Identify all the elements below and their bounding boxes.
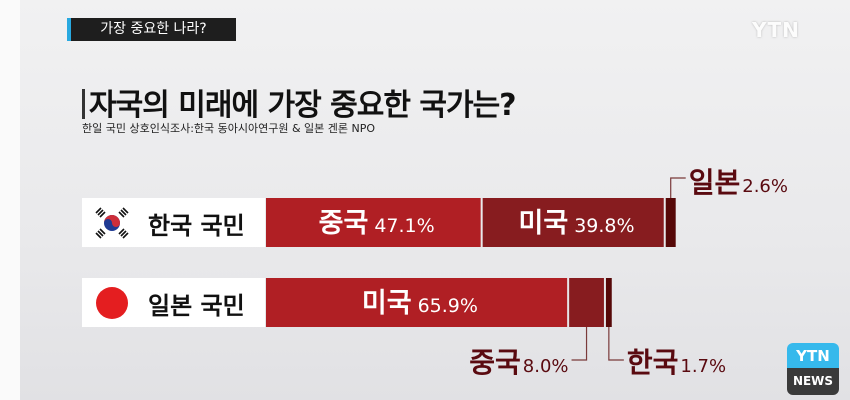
callout-line	[608, 327, 624, 361]
segment-name-label: 미국	[362, 288, 412, 319]
chart-title-text: 자국의 미래에 가장 중요한 국가는?	[89, 88, 517, 123]
row-label-text: 한국 국민	[148, 212, 245, 240]
bar-segment	[665, 198, 676, 247]
korea-flag-icon	[95, 207, 129, 239]
logo-bottom: NEWS	[787, 368, 839, 395]
chart-title: 자국의 미래에 가장 중요한 국가는?	[82, 80, 517, 124]
bar-segment	[605, 278, 612, 327]
bar-segment	[569, 278, 604, 327]
segment-callout-label: 한국 1.7%	[627, 346, 726, 379]
bar-segment	[266, 198, 481, 247]
segment-name-label: 일본	[689, 166, 741, 199]
topic-tag: 가장 중요한 나라?	[67, 18, 236, 41]
logo-top: YTN	[787, 343, 839, 368]
row-label-japan: 일본 국민	[82, 278, 265, 327]
callout-line	[670, 177, 686, 198]
segment-callout-label: 일본 2.6%	[689, 166, 788, 199]
source-note: 한일 국민 상호인식조사:한국 동아시아연구원 & 일본 겐론 NPO	[82, 122, 376, 135]
segment-value-label: 8.0%	[523, 356, 569, 377]
bar-segment	[266, 278, 568, 327]
segment-name-label: 한국	[627, 346, 679, 379]
segment-value-label: 2.6%	[742, 176, 788, 197]
japan-flag-icon	[96, 287, 128, 319]
segment-name-label: 중국	[319, 208, 369, 239]
segment-name-label: 중국	[469, 346, 521, 379]
broadcaster-watermark: YTN	[752, 18, 800, 42]
segment-value-label: 1.7%	[680, 356, 726, 377]
title-bar-icon	[82, 89, 85, 119]
segment-value-label: 39.8%	[574, 215, 634, 237]
segment-value-label: 47.1%	[374, 215, 434, 237]
row-label-text: 일본 국민	[148, 292, 245, 320]
left-margin	[0, 0, 20, 400]
segment-value-label: 65.9%	[418, 295, 478, 317]
row-label-korea: 한국 국민	[82, 198, 265, 247]
segment-callout-label: 중국 8.0%	[469, 346, 568, 379]
bar-segment	[482, 198, 664, 247]
callout-line	[571, 327, 588, 361]
segment-name-label: 미국	[519, 208, 569, 239]
ytn-news-logo: YTN NEWS	[787, 343, 839, 395]
